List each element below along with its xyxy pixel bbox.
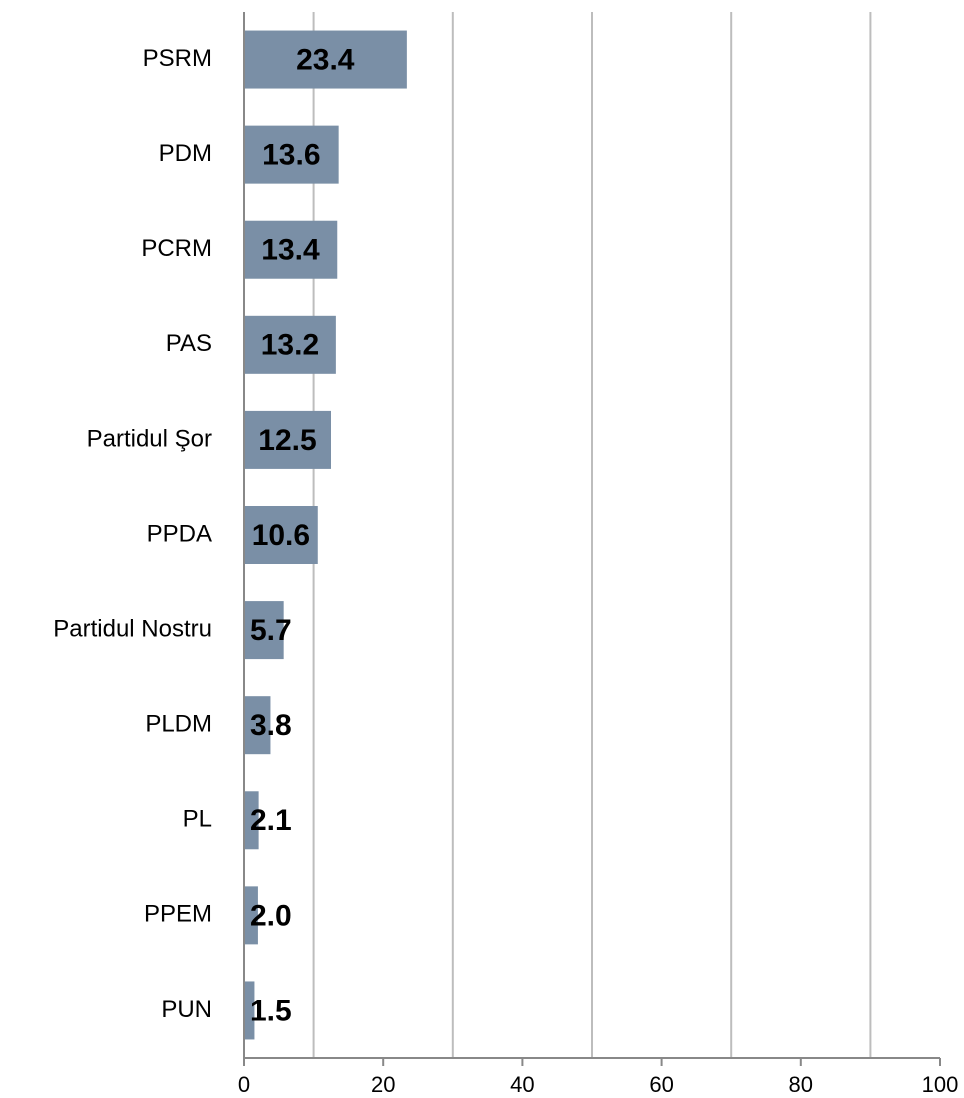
bar: [244, 220, 338, 279]
bar: [244, 791, 259, 850]
x-tick-label: 40: [510, 1072, 534, 1097]
x-tick-label: 100: [922, 1072, 959, 1097]
data-label: 13.2: [261, 329, 319, 362]
bar: [244, 125, 339, 184]
y-tick-label: PPEM: [144, 901, 212, 928]
data-label: 2.0: [250, 899, 292, 932]
bar: [244, 886, 258, 945]
bar: [244, 410, 331, 469]
x-tick-label: 60: [649, 1072, 673, 1097]
x-tick-label: 0: [238, 1072, 250, 1097]
x-tick-label: 80: [789, 1072, 813, 1097]
data-label: 1.5: [250, 994, 292, 1027]
data-label: 13.6: [262, 139, 320, 172]
bar: [244, 30, 407, 89]
y-tick-label: PPDA: [147, 520, 212, 547]
data-label: 3.8: [250, 709, 292, 742]
bar: [244, 315, 336, 374]
data-label: 10.6: [252, 519, 310, 552]
y-tick-label: Partidul Şor: [87, 425, 212, 452]
bar: [244, 696, 271, 755]
y-tick-label: PSRM: [143, 45, 212, 72]
data-label: 2.1: [250, 804, 292, 837]
y-tick-label: Partidul Nostru: [53, 615, 212, 642]
y-tick-label: PDM: [159, 140, 212, 167]
bar: [244, 506, 318, 564]
y-tick-label: PAS: [166, 330, 212, 357]
bar: [244, 981, 255, 1040]
y-tick-label: PLDM: [145, 711, 212, 738]
data-label: 13.4: [261, 234, 320, 267]
data-label: 23.4: [296, 43, 355, 76]
y-tick-label: PL: [183, 806, 212, 833]
x-tick-label: 20: [371, 1072, 395, 1097]
y-tick-label: PUN: [161, 996, 212, 1023]
data-label: 12.5: [258, 424, 316, 457]
data-label: 5.7: [250, 614, 292, 647]
bar: [244, 601, 284, 660]
y-tick-label: PCRM: [141, 235, 212, 262]
